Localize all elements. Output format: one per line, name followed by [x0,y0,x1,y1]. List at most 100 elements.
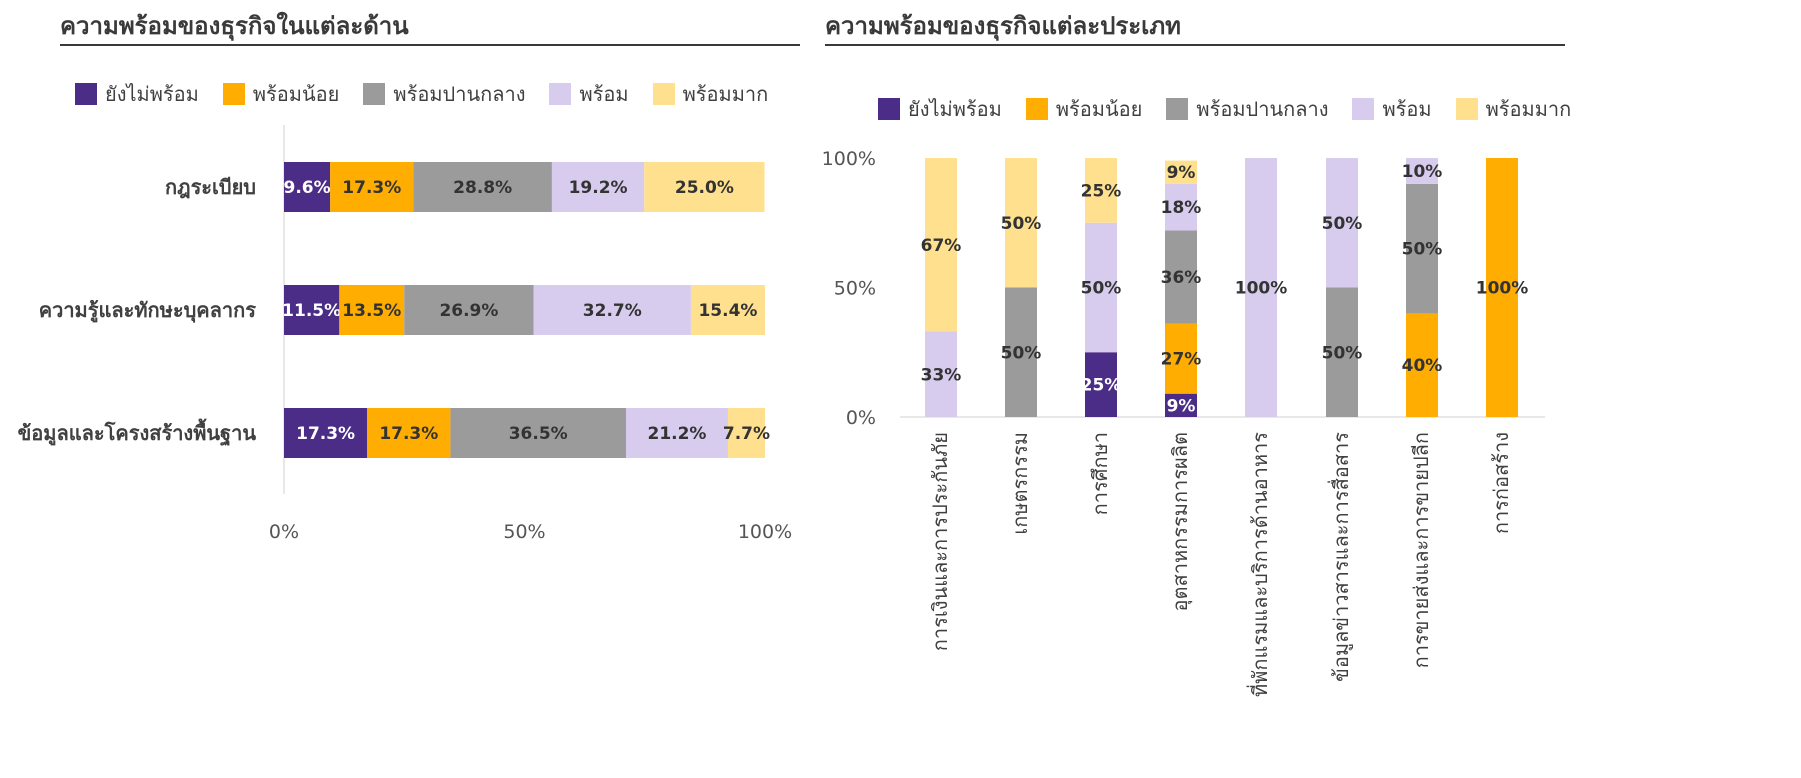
left-x-tick-label: 50% [503,521,545,543]
left-bar-segment-moderate [413,162,552,212]
right-category-label: ที่พักแรมและบริการด้านอาหาร [1246,432,1272,697]
left-legend-label-little: พร้อมน้อย [252,82,340,106]
right-legend-swatch-little [1025,98,1048,120]
right-legend-swatch-ready [1352,98,1375,120]
right-y-tick-label: 100% [822,148,876,170]
right-bar-segment-very [925,158,957,332]
right-legend-label-ready: พร้อม [1382,97,1432,121]
left-bar-segment-ready [533,285,691,335]
left-legend-label-very: พร้อมมาก [682,82,769,106]
right-legend-label-little: พร้อมน้อย [1055,97,1143,121]
left-data-label: 17.3% [379,424,438,444]
right-bar-segment-ready [1326,158,1358,288]
right-bar-segment-ready [1085,222,1117,353]
left-data-label: 7.7% [723,424,770,444]
left-data-label: 32.7% [583,301,642,321]
left-legend-item-ready: พร้อม [549,78,629,110]
right-bar-segment-little [1165,323,1197,394]
right-category-label: การเงินและการประกันภัย [928,432,952,651]
left-data-label: 28.8% [453,178,512,198]
right-data-label: 33% [921,365,962,385]
right-data-label: 100% [1235,279,1288,299]
right-data-label: 25% [1081,376,1122,396]
right-data-label: 9% [1167,163,1196,183]
right-bar-segment-not_ready [1085,352,1117,417]
right-bar-segment-moderate [1165,230,1197,324]
right-legend-swatch-moderate [1166,98,1189,120]
left-bar-segment-moderate [404,285,534,335]
right-data-label: 9% [1167,396,1196,416]
right-category-label: การศึกษา [1088,432,1112,515]
left-bar-segment-not_ready [284,408,368,458]
left-data-label: 17.3% [296,424,355,444]
left-data-label: 25.0% [675,178,734,198]
right-chart-legend: ยังไม่พร้อม พร้อมน้อย พร้อมปานกลาง พร้อม พร้… [878,93,1595,125]
right-bar-segment-little [1406,313,1438,417]
left-data-label: 11.5% [282,301,341,321]
left-data-label: 9.6% [284,178,331,198]
right-data-label: 50% [1402,240,1443,260]
left-bar-segment-moderate [450,408,626,458]
left-data-label: 19.2% [569,178,628,198]
right-bar-segment-very [1165,160,1197,184]
right-data-label: 25% [1081,181,1122,201]
left-x-tick-label: 0% [269,521,299,543]
right-data-label: 18% [1161,198,1202,218]
right-legend-item-little: พร้อมน้อย [1025,93,1143,125]
right-data-label: 27% [1161,350,1202,370]
right-legend-item-moderate: พร้อมปานกลาง [1166,93,1328,125]
right-data-label: 67% [921,236,962,256]
right-category-label: เกษตรกรรม [1008,432,1032,535]
left-legend-item-moderate: พร้อมปานกลาง [363,78,525,110]
left-legend-swatch-ready [549,83,572,105]
right-legend-swatch-not_ready [878,98,900,120]
left-title-rule [60,44,800,46]
left-bar-segment-little [330,162,414,212]
right-data-label: 10% [1402,162,1443,182]
right-bar-segment-very [1005,158,1037,288]
right-legend-label-very: พร้อมมาก [1485,97,1572,121]
right-bar-segment-little [1486,158,1518,417]
right-bar-segment-not_ready [1165,393,1197,417]
left-category-label: ข้อมูลและโครงสร้างพื้นฐาน [18,418,257,447]
left-bar-segment-not_ready [284,162,331,212]
left-legend-swatch-very [652,83,675,105]
right-bar-segment-moderate [1406,183,1438,314]
right-bar-segment-ready [1406,158,1438,184]
left-legend-label-not_ready: ยังไม่พร้อม [105,82,199,106]
left-bar-segment-very [727,408,765,458]
right-data-label: 50% [1001,214,1042,234]
left-chart-title: ความพร้อมของธุรกิจในแต่ละด้าน [60,12,409,40]
right-bar-segment-moderate [1326,287,1358,417]
left-data-label: 13.5% [342,301,401,321]
right-title-rule [825,44,1565,46]
left-legend-swatch-little [222,83,245,105]
right-data-label: 50% [1322,214,1363,234]
right-data-label: 50% [1322,343,1363,363]
left-data-label: 36.5% [509,424,568,444]
right-bar-segment-ready [1245,158,1277,417]
right-bar-segment-moderate [1005,287,1037,417]
right-legend-label-moderate: พร้อมปานกลาง [1196,97,1329,121]
right-category-label: การก่อสร้าง [1489,432,1513,534]
right-bar-segment-very [1085,158,1117,223]
left-chart-legend: ยังไม่พร้อม พร้อมน้อย พร้อมปานกลาง พร้อม พร้… [75,78,792,110]
left-bar-segment-very [644,162,765,212]
left-legend-swatch-not_ready [75,83,97,105]
left-bar-segment-ready [625,408,728,458]
left-data-label: 26.9% [439,301,498,321]
left-legend-item-little: พร้อมน้อย [222,78,340,110]
right-data-label: 36% [1161,268,1202,288]
right-data-label: 50% [1001,343,1042,363]
right-legend-item-not_ready: ยังไม่พร้อม [878,93,1002,125]
left-category-label: กฎระเบียบ [165,175,256,199]
left-legend-item-very: พร้อมมาก [652,78,769,110]
right-data-label: 40% [1402,356,1443,376]
right-legend-item-ready: พร้อม [1352,93,1432,125]
right-legend-label-not_ready: ยังไม่พร้อม [908,97,1002,121]
left-data-label: 17.3% [342,178,401,198]
right-category-label: อุตสาหกรรมการผลิต [1168,432,1193,611]
right-data-label: 50% [1081,279,1122,299]
right-y-tick-label: 0% [846,407,876,429]
